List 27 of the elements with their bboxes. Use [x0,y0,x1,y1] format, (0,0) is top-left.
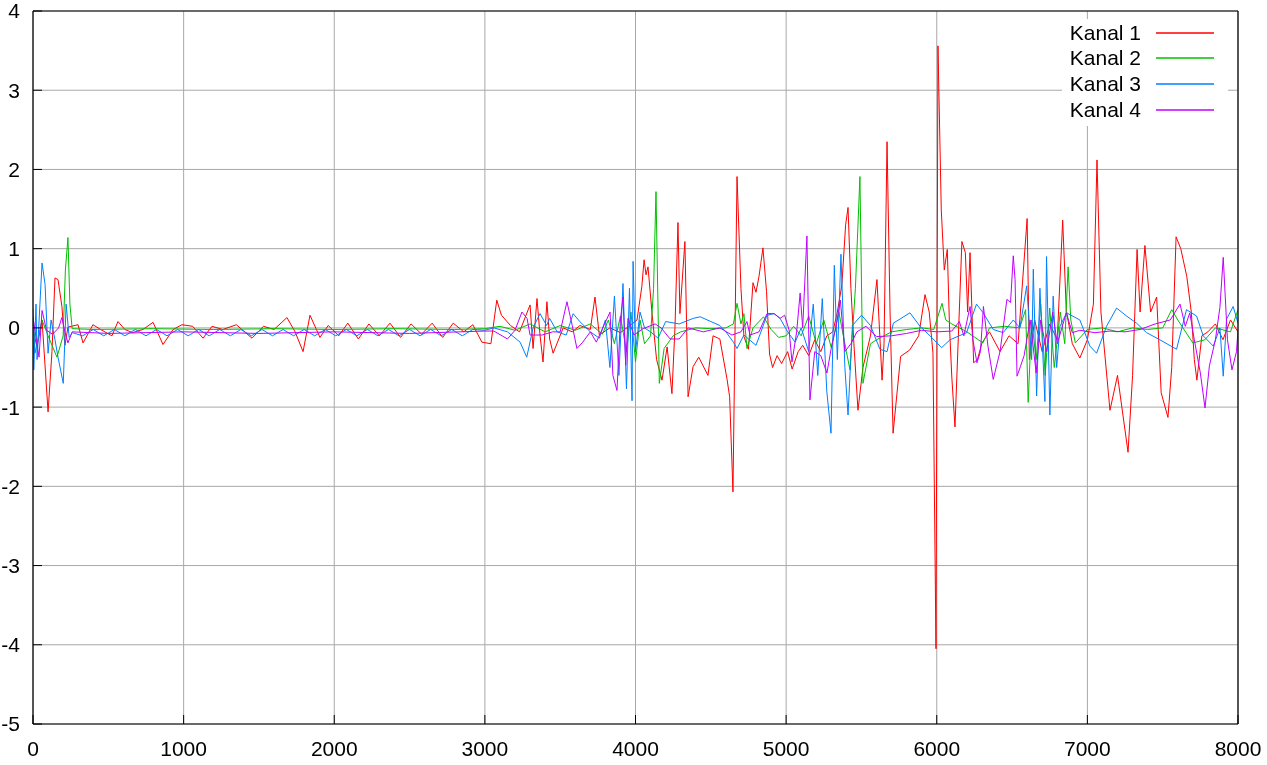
x-tick-label: 2000 [310,736,358,760]
x-tick-label: 4000 [612,736,659,760]
x-tick-label: 3000 [461,736,509,760]
legend-label: Kanal 2 [1069,46,1141,71]
x-tick-label: 5000 [762,736,810,760]
x-tick-label: 1000 [160,736,207,760]
y-tick-label: -3 [1,554,20,578]
line-series [33,45,1238,650]
y-tick-label: 3 [8,78,20,102]
legend-label: Kanal 4 [1069,97,1141,122]
y-tick-label: -5 [1,712,20,736]
y-tick-label: 2 [8,157,20,181]
y-tick-label: -4 [1,633,21,657]
x-tick-label: 0 [27,736,39,760]
x-tick-label: 7000 [1064,736,1111,760]
line-series [33,253,1238,434]
x-tick-label: 8000 [1214,736,1262,760]
legend-label: Kanal 1 [1069,20,1141,45]
y-tick-label: -1 [1,395,20,419]
y-tick-label: 0 [8,316,20,340]
y-tick-label: -2 [1,474,20,498]
y-tick-label: 4 [8,0,21,23]
line-series [33,176,1238,403]
legend-label: Kanal 3 [1069,71,1141,96]
y-tick-label: 1 [8,237,20,261]
line-series [33,235,1238,409]
x-tick-label: 6000 [913,736,961,760]
